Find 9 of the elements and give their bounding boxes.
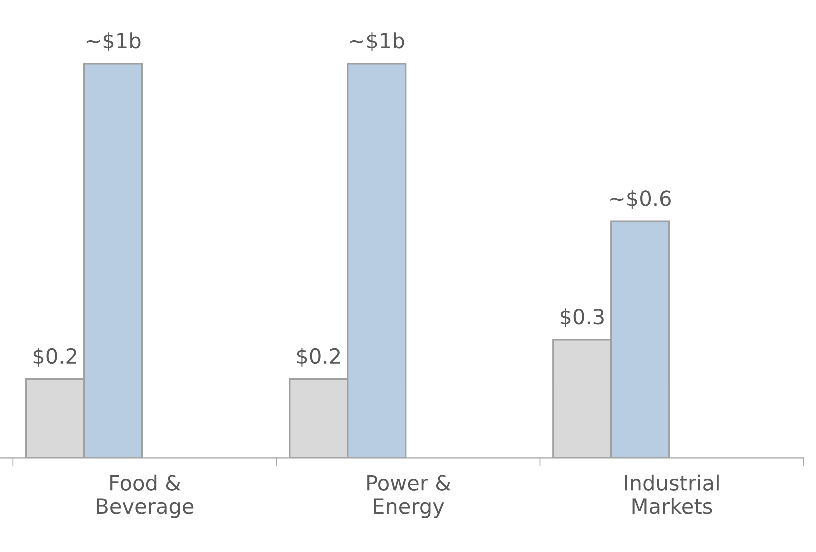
data-label: $0.2 xyxy=(297,348,340,367)
data-label: ~$1b xyxy=(350,32,404,52)
x-tick-label: Power & Energy xyxy=(368,475,451,518)
data-label: ~$1b xyxy=(86,32,141,52)
data-label: $0.2 xyxy=(34,348,76,367)
data-label: $0.3 xyxy=(560,308,604,328)
x-tick-label: Food & Beverage xyxy=(97,474,194,518)
data-label: ~$0.6 xyxy=(610,190,671,210)
x-tick-label: Industrial Markets xyxy=(625,474,719,514)
